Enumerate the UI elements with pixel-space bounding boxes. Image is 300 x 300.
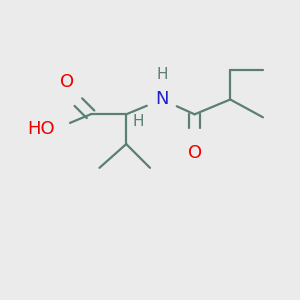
Text: N: N — [155, 91, 169, 109]
Text: H: H — [156, 67, 168, 82]
Text: O: O — [188, 144, 202, 162]
Text: HO: HO — [27, 120, 55, 138]
Text: O: O — [60, 73, 74, 91]
Text: H: H — [132, 114, 144, 129]
